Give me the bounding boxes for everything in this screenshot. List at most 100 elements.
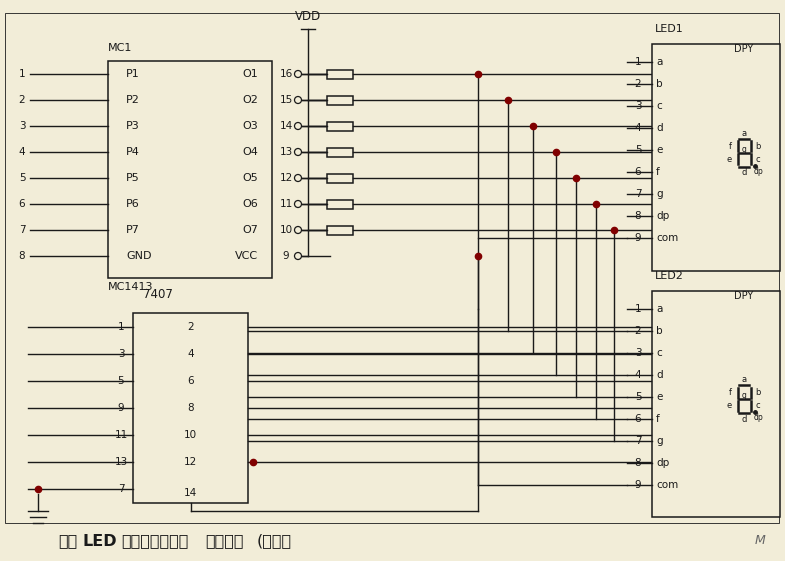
- Text: 15: 15: [279, 95, 293, 105]
- Text: 5: 5: [118, 376, 124, 386]
- Text: f: f: [656, 414, 659, 424]
- Text: 7: 7: [19, 225, 25, 235]
- Bar: [652, 291, 780, 517]
- Text: 10: 10: [184, 430, 197, 440]
- Bar: [327, 173, 353, 182]
- Text: d: d: [656, 123, 663, 133]
- Text: dp: dp: [754, 413, 763, 422]
- Text: P2: P2: [126, 95, 140, 105]
- Text: b: b: [755, 388, 761, 397]
- Text: e: e: [656, 145, 663, 155]
- Text: O7: O7: [242, 225, 258, 235]
- Text: 3: 3: [118, 349, 124, 359]
- Text: e: e: [726, 154, 732, 163]
- Bar: [327, 226, 353, 234]
- Text: g: g: [656, 436, 663, 446]
- Text: 7: 7: [118, 484, 124, 494]
- Text: 4: 4: [187, 349, 194, 359]
- Text: LED: LED: [82, 534, 117, 549]
- Text: 5: 5: [635, 392, 641, 402]
- Text: MC1: MC1: [108, 43, 133, 53]
- Text: LED1: LED1: [655, 24, 684, 34]
- Text: M: M: [755, 535, 765, 548]
- Text: 1: 1: [635, 304, 641, 314]
- Text: a: a: [656, 57, 663, 67]
- Text: 5: 5: [19, 173, 25, 183]
- Text: 9: 9: [118, 403, 124, 413]
- Text: 4: 4: [635, 370, 641, 380]
- Text: 9: 9: [635, 480, 641, 490]
- Bar: [327, 122, 353, 131]
- Text: 2: 2: [635, 326, 641, 336]
- Text: 8: 8: [19, 251, 25, 261]
- Text: e: e: [656, 392, 663, 402]
- Text: f: f: [728, 388, 732, 397]
- Bar: [327, 70, 353, 79]
- Text: f: f: [656, 167, 659, 177]
- Text: VDD: VDD: [295, 10, 321, 22]
- Text: 10: 10: [279, 225, 293, 235]
- Text: 并行: 并行: [58, 534, 77, 549]
- Text: f: f: [728, 141, 732, 150]
- Text: P4: P4: [126, 147, 140, 157]
- Text: O4: O4: [242, 147, 258, 157]
- Text: 1: 1: [118, 322, 124, 332]
- Bar: [108, 61, 272, 278]
- Text: 4: 4: [635, 123, 641, 133]
- Text: 显示电路: 显示电路: [205, 534, 243, 549]
- Text: d: d: [656, 370, 663, 380]
- Text: 6: 6: [635, 167, 641, 177]
- Text: O2: O2: [242, 95, 258, 105]
- Text: 2: 2: [635, 79, 641, 89]
- Text: 11: 11: [279, 199, 293, 209]
- Bar: [133, 313, 248, 503]
- Text: P1: P1: [126, 69, 140, 79]
- Text: P6: P6: [126, 199, 140, 209]
- Text: c: c: [755, 154, 760, 163]
- Text: 7407: 7407: [143, 288, 173, 301]
- Text: 13: 13: [279, 147, 293, 157]
- Text: dp: dp: [656, 458, 670, 468]
- Text: d: d: [741, 415, 747, 424]
- Text: com: com: [656, 233, 678, 243]
- Text: 2: 2: [19, 95, 25, 105]
- Text: b: b: [656, 326, 663, 336]
- Text: 14: 14: [279, 121, 293, 131]
- Text: O6: O6: [243, 199, 258, 209]
- Text: MC1413: MC1413: [108, 282, 154, 292]
- Text: a: a: [742, 375, 747, 384]
- Text: 16: 16: [279, 69, 293, 79]
- Bar: [327, 148, 353, 157]
- Text: 12: 12: [279, 173, 293, 183]
- Text: dp: dp: [754, 167, 763, 176]
- Text: P5: P5: [126, 173, 140, 183]
- Text: 6: 6: [187, 376, 194, 386]
- Text: com: com: [656, 480, 678, 490]
- Text: O3: O3: [243, 121, 258, 131]
- Text: 3: 3: [635, 101, 641, 111]
- Text: dp: dp: [656, 211, 670, 221]
- Text: 6: 6: [635, 414, 641, 424]
- Text: 1: 1: [635, 57, 641, 67]
- Text: 8: 8: [635, 211, 641, 221]
- Text: 8: 8: [635, 458, 641, 468]
- Text: 5: 5: [635, 145, 641, 155]
- Text: P3: P3: [126, 121, 140, 131]
- Text: LED2: LED2: [655, 271, 684, 281]
- Text: VCC: VCC: [235, 251, 258, 261]
- Text: 7: 7: [635, 436, 641, 446]
- Text: 8: 8: [187, 403, 194, 413]
- Text: g: g: [742, 145, 747, 154]
- Bar: [327, 95, 353, 104]
- Text: DPY: DPY: [735, 291, 754, 301]
- Text: O1: O1: [243, 69, 258, 79]
- Text: DPY: DPY: [735, 44, 754, 54]
- Text: 6: 6: [19, 199, 25, 209]
- Text: b: b: [656, 79, 663, 89]
- Text: 4: 4: [19, 147, 25, 157]
- Text: g: g: [742, 392, 747, 401]
- Text: GND: GND: [126, 251, 152, 261]
- Text: d: d: [741, 168, 747, 177]
- Text: 11: 11: [115, 430, 128, 440]
- Bar: [652, 44, 780, 271]
